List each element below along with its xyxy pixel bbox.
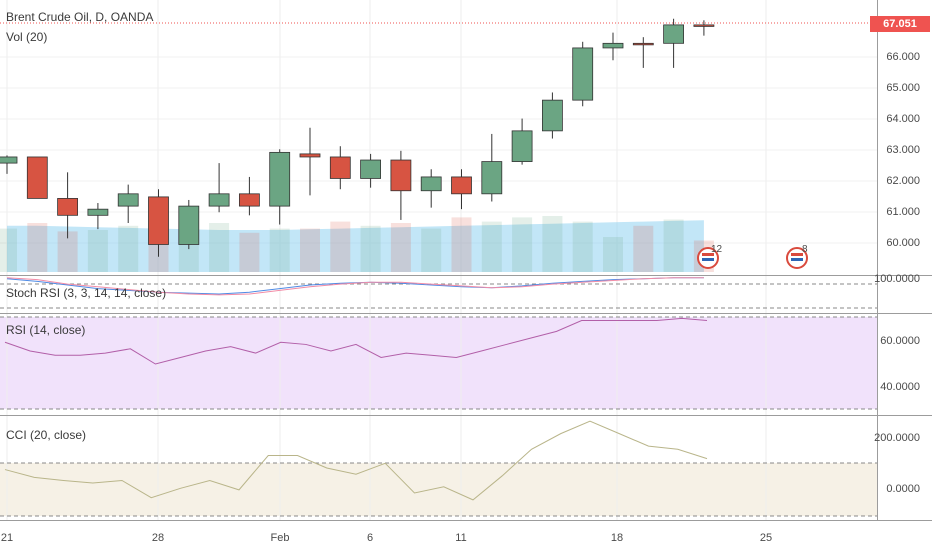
event-badges	[697, 247, 808, 269]
rsi-series-line	[4, 317, 708, 365]
candle-down	[329, 156, 351, 179]
volume-bar	[542, 216, 563, 272]
volume-bar	[0, 228, 17, 272]
event-count: 8	[802, 244, 808, 255]
date-axis-border	[0, 520, 932, 521]
date-tick: 21	[0, 532, 14, 544]
volume-bar	[300, 228, 320, 272]
last-price-tag: 67.051	[870, 16, 930, 32]
stoch-d-line	[6, 277, 704, 296]
rsi-tick: 60.0000	[880, 335, 920, 347]
candle-up	[117, 193, 139, 207]
us-flag-icon	[702, 253, 714, 256]
date-tick: Feb	[270, 532, 290, 544]
volume-bar	[390, 223, 411, 272]
price-tick: 65.000	[886, 82, 920, 94]
candle-up	[269, 151, 291, 207]
candle-down	[26, 156, 48, 199]
stoch-tick: 100.0000	[874, 273, 920, 285]
rsi-line	[4, 317, 708, 365]
candle-up	[511, 130, 533, 162]
candle-up	[360, 159, 382, 179]
us-flag-icon	[702, 258, 714, 261]
volume-bar	[421, 228, 442, 272]
volume-bar	[663, 219, 684, 272]
event-count: 12	[711, 244, 723, 255]
cci-tick: 200.0000	[874, 432, 920, 444]
candle-down	[148, 196, 169, 245]
stoch-rsi-lines	[6, 277, 704, 296]
price-tick: 62.000	[886, 175, 920, 187]
volume-bar	[87, 230, 108, 272]
candle-down	[299, 153, 321, 158]
volume-bar	[330, 221, 351, 272]
price-tick: 60.000	[886, 237, 920, 249]
candle-down	[693, 24, 715, 27]
volume-bar	[603, 237, 623, 272]
price-tick: 61.000	[886, 206, 920, 218]
volume-bar	[451, 217, 472, 272]
candle-up	[178, 205, 200, 245]
candle-down	[57, 198, 78, 216]
cci-band	[0, 463, 877, 516]
rsi-tick: 40.0000	[880, 381, 920, 393]
volume-bar	[481, 221, 502, 272]
chart-title: Brent Crude Oil, D, OANDA	[6, 10, 154, 24]
pane-divider	[0, 313, 932, 314]
volume-bar	[572, 221, 593, 272]
us-flag-icon	[791, 253, 803, 256]
candle-up	[602, 42, 624, 49]
date-tick: 11	[455, 532, 467, 544]
cci-series-line	[4, 420, 708, 501]
candle-up	[572, 47, 594, 101]
rsi-band	[0, 317, 877, 409]
date-tick: 18	[610, 532, 624, 544]
us-flag-icon	[791, 258, 803, 261]
volume-bar	[27, 223, 48, 272]
candle-up	[663, 24, 684, 44]
volume-bars	[0, 207, 714, 272]
cci-tick: 0.0000	[886, 483, 920, 495]
price-tick: 64.000	[886, 113, 920, 125]
price-axis-border	[877, 0, 878, 520]
stoch-rsi-title: Stoch RSI (3, 3, 14, 14, close)	[6, 286, 167, 300]
candle-up	[542, 99, 563, 132]
volume-bar	[57, 231, 78, 272]
volume-ma-area	[7, 220, 704, 272]
volume-bar	[269, 228, 290, 272]
pane-divider	[0, 415, 932, 416]
candle-down	[238, 193, 260, 207]
candle-down	[632, 42, 654, 46]
candle-down	[451, 176, 472, 195]
candle-up	[208, 193, 230, 207]
volume-bar	[512, 217, 533, 272]
price-tick: 63.000	[886, 144, 920, 156]
candlesticks	[0, 18, 715, 257]
rsi-title: RSI (14, close)	[6, 323, 86, 337]
price-tick: 66.000	[886, 51, 920, 63]
candle-down	[390, 159, 412, 192]
volume-bar	[209, 223, 230, 272]
cci-line	[4, 420, 708, 501]
candle-up	[0, 156, 18, 164]
date-tick: 28	[151, 532, 165, 544]
cci-title: CCI (20, close)	[6, 428, 87, 442]
volume-bar	[239, 232, 260, 272]
volume-bar	[633, 225, 654, 272]
candle-up	[420, 176, 442, 192]
candle-up	[87, 208, 109, 216]
date-tick: 6	[366, 532, 374, 544]
volume-title: Vol (20)	[6, 30, 48, 44]
pane-divider	[0, 275, 932, 276]
candle-up	[481, 161, 503, 195]
volume-bar	[118, 225, 139, 272]
volume-bar	[360, 225, 381, 272]
date-tick: 25	[759, 532, 773, 544]
